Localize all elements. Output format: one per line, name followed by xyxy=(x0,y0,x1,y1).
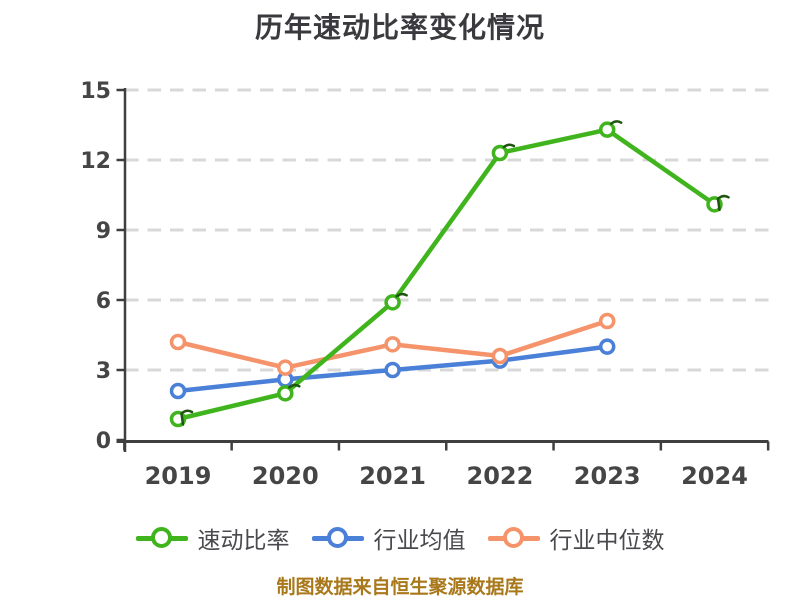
data-point-industry-average-2023 xyxy=(598,338,616,355)
legend: 速动比率 行业均值 行业中位数 xyxy=(0,521,800,555)
y-tick-label: 12 xyxy=(80,149,111,174)
x-tick-label: 2020 xyxy=(252,462,319,490)
chart-title: 历年速动比率变化情况 xyxy=(254,11,545,44)
y-tick-label: 9 xyxy=(96,219,111,244)
data-point-industry-median-2021 xyxy=(384,336,401,353)
legend-item-quick-ratio: 速动比率 xyxy=(135,521,290,555)
line-marker-icon xyxy=(487,526,540,550)
data-point-industry-average-2019 xyxy=(169,382,187,400)
point-smudge xyxy=(395,292,408,298)
x-tick-label: 2019 xyxy=(145,462,212,490)
data-point-industry-median-2023 xyxy=(598,312,616,330)
data-point-industry-average-2021 xyxy=(384,361,401,379)
y-tick-label: 6 xyxy=(96,289,111,314)
line-marker-icon xyxy=(135,526,188,550)
series-line-quick-ratio xyxy=(175,127,717,422)
point-smudge xyxy=(609,120,623,125)
y-tick-label: 0 xyxy=(96,429,111,454)
data-point-quick-ratio-2020 xyxy=(277,385,294,402)
data-point-quick-ratio-2021 xyxy=(384,294,401,311)
y-tick-label: 15 xyxy=(80,79,111,104)
data-point-industry-median-2019 xyxy=(169,333,187,351)
legend-label: 行业均值 xyxy=(373,528,466,554)
y-tick-label: 3 xyxy=(96,359,111,384)
line-marker-icon xyxy=(311,526,364,550)
legend-item-industry-average: 行业均值 xyxy=(311,521,466,555)
x-tick-label: 2022 xyxy=(467,462,534,490)
point-smudge xyxy=(180,409,194,415)
point-smudge xyxy=(288,383,301,389)
x-tick-label: 2024 xyxy=(681,462,748,490)
data-source-note: 制图数据来自恒生聚源数据库 xyxy=(276,576,524,598)
point-smudge xyxy=(717,194,730,200)
legend-label: 速动比率 xyxy=(197,528,290,554)
point-smudge xyxy=(180,412,185,426)
data-point-industry-median-2022 xyxy=(491,347,509,365)
data-point-industry-median-2020 xyxy=(277,359,294,376)
point-smudge xyxy=(502,143,516,149)
point-smudge xyxy=(716,197,721,212)
x-tick-label: 2021 xyxy=(359,462,426,490)
legend-item-industry-median: 行业中位数 xyxy=(487,521,665,555)
legend-label: 行业中位数 xyxy=(549,528,665,554)
x-tick-label: 2023 xyxy=(574,462,641,490)
data-point-quick-ratio-2022 xyxy=(491,144,509,162)
data-point-quick-ratio-2023 xyxy=(598,121,616,138)
